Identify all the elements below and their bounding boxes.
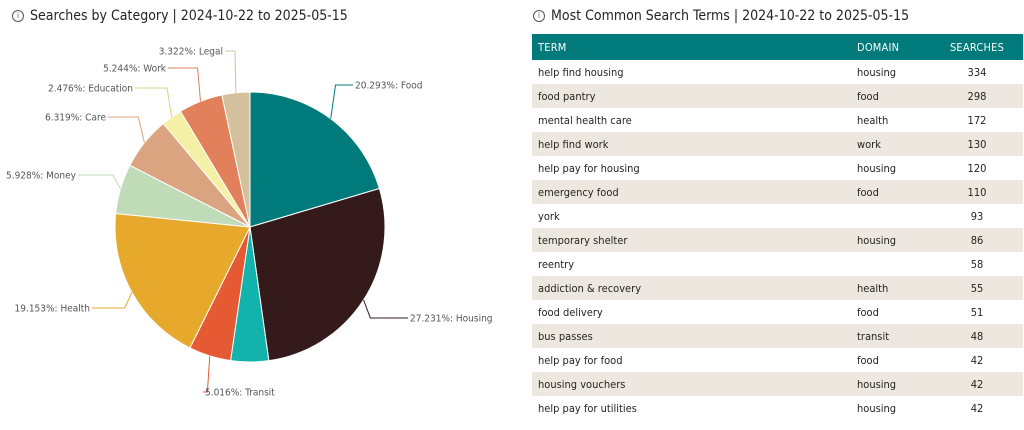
table-body: help find housing housing 334 food pantry fo… (532, 60, 1023, 420)
cell-term: food delivery (538, 305, 603, 319)
table-row[interactable]: help pay for utilities housing 42 (532, 396, 1023, 420)
cell-searches: 58 (970, 257, 984, 271)
column-header-searches[interactable]: SEARCHES (949, 40, 1005, 54)
cell-domain: health (857, 113, 889, 127)
table-row[interactable]: york 93 (532, 204, 1023, 228)
chart-title: Searches by Category | 2024-10-22 to 202… (30, 8, 348, 24)
cell-term: food pantry (538, 89, 596, 103)
cell-term: help pay for food (538, 353, 623, 367)
table-header-row: TERM DOMAIN SEARCHES (532, 34, 1023, 60)
column-header-term[interactable]: TERM (538, 40, 567, 54)
cell-domain: food (857, 89, 879, 103)
cell-domain: food (857, 305, 879, 319)
data-label-care: 6.319%: Care (45, 113, 106, 124)
cell-searches: 110 (967, 185, 987, 199)
table-row[interactable]: reentry 58 (532, 252, 1023, 276)
table-row[interactable]: emergency food food 110 (532, 180, 1023, 204)
table-row[interactable]: help find work work 130 (532, 132, 1023, 156)
search-terms-table: TERM DOMAIN SEARCHES help find housing ho… (532, 34, 1023, 420)
pie-slice-food[interactable] (249, 91, 381, 228)
cell-domain: health (857, 281, 889, 295)
cell-domain: work (857, 137, 881, 151)
leader-line-work (168, 67, 201, 102)
cell-term: help pay for utilities (538, 401, 637, 415)
data-label-health: 19.153%: Health (15, 304, 90, 315)
table-row[interactable]: help pay for food food 42 (532, 348, 1023, 372)
leader-line-food (330, 84, 353, 119)
cell-searches: 42 (970, 377, 984, 391)
table-row[interactable]: help find housing housing 334 (532, 60, 1023, 84)
cell-domain: housing (857, 401, 897, 415)
cell-domain: transit (857, 329, 890, 343)
data-label-work: 5.244%: Work (103, 64, 167, 75)
cell-searches: 120 (967, 161, 987, 175)
data-label-food: 20.293%: Food (355, 81, 422, 92)
cell-term: housing vouchers (538, 377, 626, 391)
pie-chart: 20.293%: Food 27.231%: Housing 5.016%: Tra… (6, 47, 493, 399)
cell-searches: 42 (970, 353, 984, 367)
cell-term: mental health care (538, 113, 632, 127)
leader-line-care (108, 116, 145, 143)
cell-term: emergency food (538, 185, 619, 199)
cell-domain: housing (857, 377, 897, 391)
cell-searches: 51 (970, 305, 984, 319)
cell-domain: food (857, 185, 879, 199)
cell-searches: 55 (970, 281, 984, 295)
cell-searches: 93 (970, 209, 984, 223)
cell-term: temporary shelter (538, 233, 628, 247)
table-row[interactable]: addiction & recovery health 55 (532, 276, 1023, 300)
cell-domain: housing (857, 65, 897, 79)
data-label-money: 5.928%: Money (6, 171, 77, 182)
data-label-legal: 3.322%: Legal (159, 47, 223, 58)
table-row[interactable]: food delivery food 51 (532, 300, 1023, 324)
pie-slice-health[interactable] (114, 212, 251, 349)
table-row[interactable]: food pantry food 298 (532, 84, 1023, 108)
info-icon[interactable]: i (533, 10, 545, 22)
leader-line-transit (203, 355, 211, 393)
cell-searches: 172 (967, 113, 987, 127)
cell-domain (851, 204, 931, 228)
cell-domain: housing (857, 161, 897, 175)
table-row[interactable]: housing vouchers housing 42 (532, 372, 1023, 396)
cell-term: addiction & recovery (538, 281, 642, 295)
cell-term: help pay for housing (538, 161, 640, 175)
column-header-domain[interactable]: DOMAIN (857, 40, 900, 54)
cell-term: help find housing (538, 65, 624, 79)
cell-term: reentry (538, 257, 575, 271)
cell-term: york (538, 209, 560, 223)
table-row[interactable]: temporary shelter housing 86 (532, 228, 1023, 252)
leader-line-legal (225, 50, 237, 93)
cell-searches: 86 (970, 233, 984, 247)
right-panel-title: i Most Common Search Terms | 2024-10-22 … (533, 8, 909, 24)
leader-line-money (78, 174, 121, 190)
leader-line-housing (363, 299, 408, 319)
leader-line-health (92, 292, 133, 309)
cell-searches: 48 (970, 329, 984, 343)
data-label-housing: 27.231%: Housing (410, 314, 493, 325)
cell-searches: 298 (967, 89, 987, 103)
cell-domain (851, 252, 931, 276)
cell-term: help find work (538, 137, 609, 151)
left-panel-title: i Searches by Category | 2024-10-22 to 2… (12, 8, 348, 24)
data-label-education: 2.476%: Education (48, 84, 133, 95)
table-title: Most Common Search Terms | 2024-10-22 to… (551, 8, 910, 24)
table-row[interactable]: mental health care health 172 (532, 108, 1023, 132)
data-label-transit: 5.016%: Transit (205, 388, 275, 399)
cell-searches: 334 (967, 65, 987, 79)
info-icon[interactable]: i (12, 10, 24, 22)
cell-term: bus passes (538, 329, 593, 343)
table-row[interactable]: bus passes transit 48 (532, 324, 1023, 348)
cell-searches: 42 (970, 401, 984, 415)
cell-domain: housing (857, 233, 897, 247)
cell-domain: food (857, 353, 879, 367)
leader-line-education (135, 87, 173, 118)
cell-searches: 130 (967, 137, 987, 151)
table-row[interactable]: help pay for housing housing 120 (532, 156, 1023, 180)
